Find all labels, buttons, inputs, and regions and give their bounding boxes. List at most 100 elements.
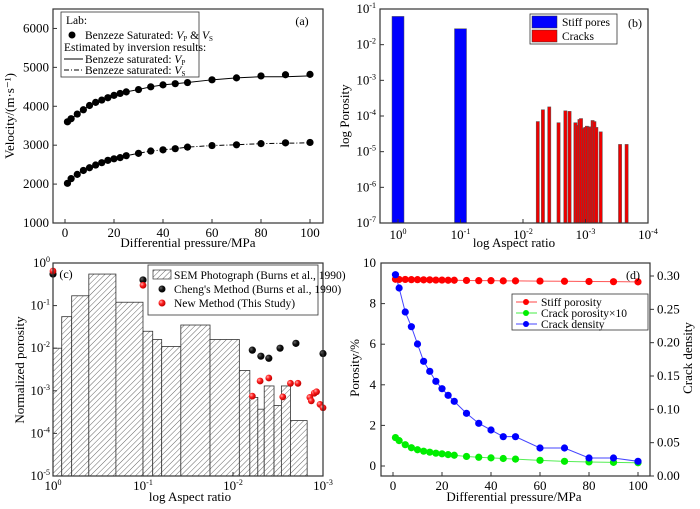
legend-entry-vp: Benzeze saturated: VP — [85, 54, 185, 67]
panel-b-legend: Stiff pores Cracks — [529, 13, 618, 45]
point-lab-vs — [110, 155, 118, 163]
point-lab-vp — [98, 96, 106, 104]
legend-marker-stiff — [523, 299, 529, 305]
point-stiff-porosity — [499, 277, 507, 285]
bar-cracks — [618, 144, 622, 224]
x-tick-label: 100 — [628, 478, 648, 493]
bar-cracks — [563, 110, 568, 224]
y-tick-label: 6 — [370, 336, 377, 351]
point-crack-density — [560, 444, 569, 452]
y-tick-label: 100 — [33, 255, 50, 270]
point-stiff-porosity — [511, 277, 520, 285]
point-lab-vp — [306, 70, 314, 78]
x-tick-label: 100 — [300, 225, 320, 240]
y2-tick-label: 0.20 — [657, 335, 680, 350]
point-lab-vp — [85, 101, 94, 110]
bar-sem-photograph — [238, 370, 251, 477]
x-tick-label: 10-2 — [223, 478, 243, 493]
point-crack-porosity — [499, 454, 507, 463]
point-stiff-porosity — [450, 276, 458, 284]
point-crack-porosity — [450, 451, 458, 459]
panel-d-legend: Stiff porosity Crack porosity×10 Crack d… — [511, 293, 649, 331]
bar-sem-photograph — [209, 339, 240, 477]
point-crack-density — [407, 323, 415, 331]
point-crack-density — [391, 271, 400, 279]
x-tick-label: 100 — [45, 478, 62, 493]
point-crack-porosity — [560, 457, 569, 465]
y-tick-label: 10-7 — [356, 215, 376, 230]
point-lab-vp — [183, 78, 192, 87]
y2-tick-label: 0.00 — [657, 468, 680, 483]
point-new-method — [139, 281, 147, 289]
y-tick-label: 10-2 — [356, 37, 376, 52]
bar-sem-photograph — [249, 396, 259, 477]
y-tick-label: 1000 — [23, 215, 49, 230]
y2-tick-label: 0.05 — [657, 435, 680, 450]
bar-stiff-pores — [454, 28, 467, 224]
point-lab-vp — [134, 85, 143, 94]
panel-d-y2label: Crack density — [680, 322, 695, 394]
point-lab-vs — [122, 152, 130, 160]
point-lab-vs — [281, 139, 290, 147]
point-crack-porosity — [536, 456, 544, 464]
point-lab-vs — [171, 145, 179, 153]
x-tick-label: 10-1 — [451, 227, 471, 242]
point-new-method — [294, 379, 302, 387]
point-stiff-porosity — [609, 278, 618, 286]
point-lab-vs — [92, 161, 100, 169]
point-lab-vs — [257, 140, 265, 148]
panel-c-xlabel: log Aspect ratio — [149, 489, 231, 504]
point-lab-vs — [104, 156, 112, 164]
point-lab-vp — [67, 115, 75, 123]
panel-d-ylabel: Porosity/% — [347, 339, 362, 397]
point-crack-density — [462, 409, 471, 417]
point-crack-density — [444, 391, 452, 399]
legend-entry-vs: Benzeze saturated: VS — [85, 65, 185, 78]
bar-sem-photograph — [273, 405, 282, 477]
point-crack-density — [536, 444, 544, 452]
y-tick-label: 3000 — [23, 137, 49, 152]
point-stiff-porosity — [560, 277, 569, 285]
panel-d-xlabel: Differential pressure/MPa — [446, 489, 581, 504]
y-tick-label: 10-4 — [30, 425, 50, 440]
bar-cracks — [556, 122, 561, 224]
y2-tick-label: 0.15 — [657, 368, 680, 383]
point-crack-porosity — [401, 441, 409, 449]
bar-sem-photograph — [115, 301, 144, 477]
point-crack-density — [499, 433, 507, 441]
x-tick-label: 40 — [485, 478, 498, 493]
bar-sem-photograph — [61, 316, 73, 477]
point-crack-density — [475, 419, 483, 427]
point-lab-vp — [257, 72, 265, 80]
point-crack-porosity — [444, 451, 452, 459]
y-tick-label: 5000 — [23, 59, 49, 74]
point-lab-vs — [85, 164, 94, 172]
point-new-method — [287, 379, 294, 387]
legend-entry-cracks: Cracks — [562, 31, 594, 43]
point-stiff-porosity — [462, 276, 471, 285]
x-tick-label: 10-3 — [576, 227, 596, 242]
y-tick-label: 2000 — [23, 176, 49, 191]
panel-a-legend: Lab: Benzeze Saturated: VP & VS Estimate… — [60, 11, 213, 78]
legend-box — [147, 264, 319, 316]
y-tick-label: 10-3 — [30, 383, 50, 398]
point-crack-density — [395, 284, 403, 292]
panel-b-label: (b) — [628, 16, 642, 30]
legend-title: Lab: — [66, 15, 87, 27]
y2-tick-label: 0.25 — [657, 301, 680, 316]
point-crack-density — [426, 367, 434, 375]
legend-entry-lab: Benzeze Saturated: VP & VS — [85, 30, 213, 43]
point-stiff-porosity — [420, 276, 428, 284]
legend-marker-cheng — [158, 285, 166, 293]
point-crack-porosity — [475, 453, 483, 461]
point-lab-vs — [208, 141, 216, 150]
x-tick-label: 10-3 — [313, 478, 333, 493]
legend-marker-crack-density — [523, 321, 529, 327]
bar-cracks — [541, 109, 545, 224]
point-crack-density — [438, 385, 446, 393]
panel-d-frame — [380, 262, 651, 477]
point-cheng-method — [248, 346, 256, 354]
panel-b-ylabel: log Porosity — [337, 84, 352, 148]
y-tick-label: 10-5 — [356, 144, 376, 159]
point-stiff-porosity — [438, 276, 446, 284]
